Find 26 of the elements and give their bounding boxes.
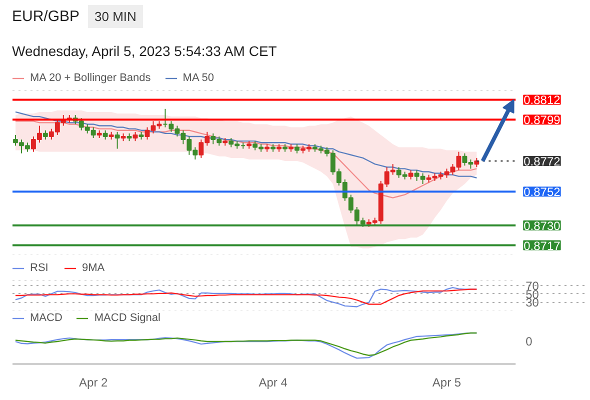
candlestick <box>114 131 120 150</box>
legend-label: MA 20 + Bollinger Bands <box>30 72 151 84</box>
candlestick <box>102 130 108 140</box>
legend-label: MA 50 <box>182 72 214 84</box>
legend-label: 9MA <box>82 262 105 274</box>
chart-subtitle: Wednesday, April 5, 2023 5:54:33 AM CET <box>12 42 277 62</box>
x-tick-label: Apr 4 <box>258 376 288 390</box>
candlestick <box>408 170 414 180</box>
candlestick <box>132 131 138 142</box>
text: 30 MIN <box>88 5 144 28</box>
ref-line-label: 0.8812 <box>524 93 561 108</box>
chart-title: EUR/GBP <box>12 8 80 25</box>
legend-label: RSI <box>30 262 50 274</box>
ref-line-label: 0.8717 <box>524 238 561 253</box>
ref-line-label: 0.8772 <box>524 154 561 169</box>
x-tick-label: Apr 2 <box>79 376 108 390</box>
series-label: MACD <box>30 312 62 324</box>
ref-line-label: 0.8730 <box>524 218 561 233</box>
candlestick <box>474 157 480 168</box>
legend-label: MACD Signal <box>94 312 160 324</box>
ref-line-label: 0.8799 <box>524 113 561 128</box>
ref-line-label: 0.8752 <box>524 185 561 200</box>
text: 0 <box>526 334 533 349</box>
x-tick-label: Apr 5 <box>432 376 462 390</box>
candlestick <box>42 130 48 140</box>
candlestick <box>294 144 300 154</box>
